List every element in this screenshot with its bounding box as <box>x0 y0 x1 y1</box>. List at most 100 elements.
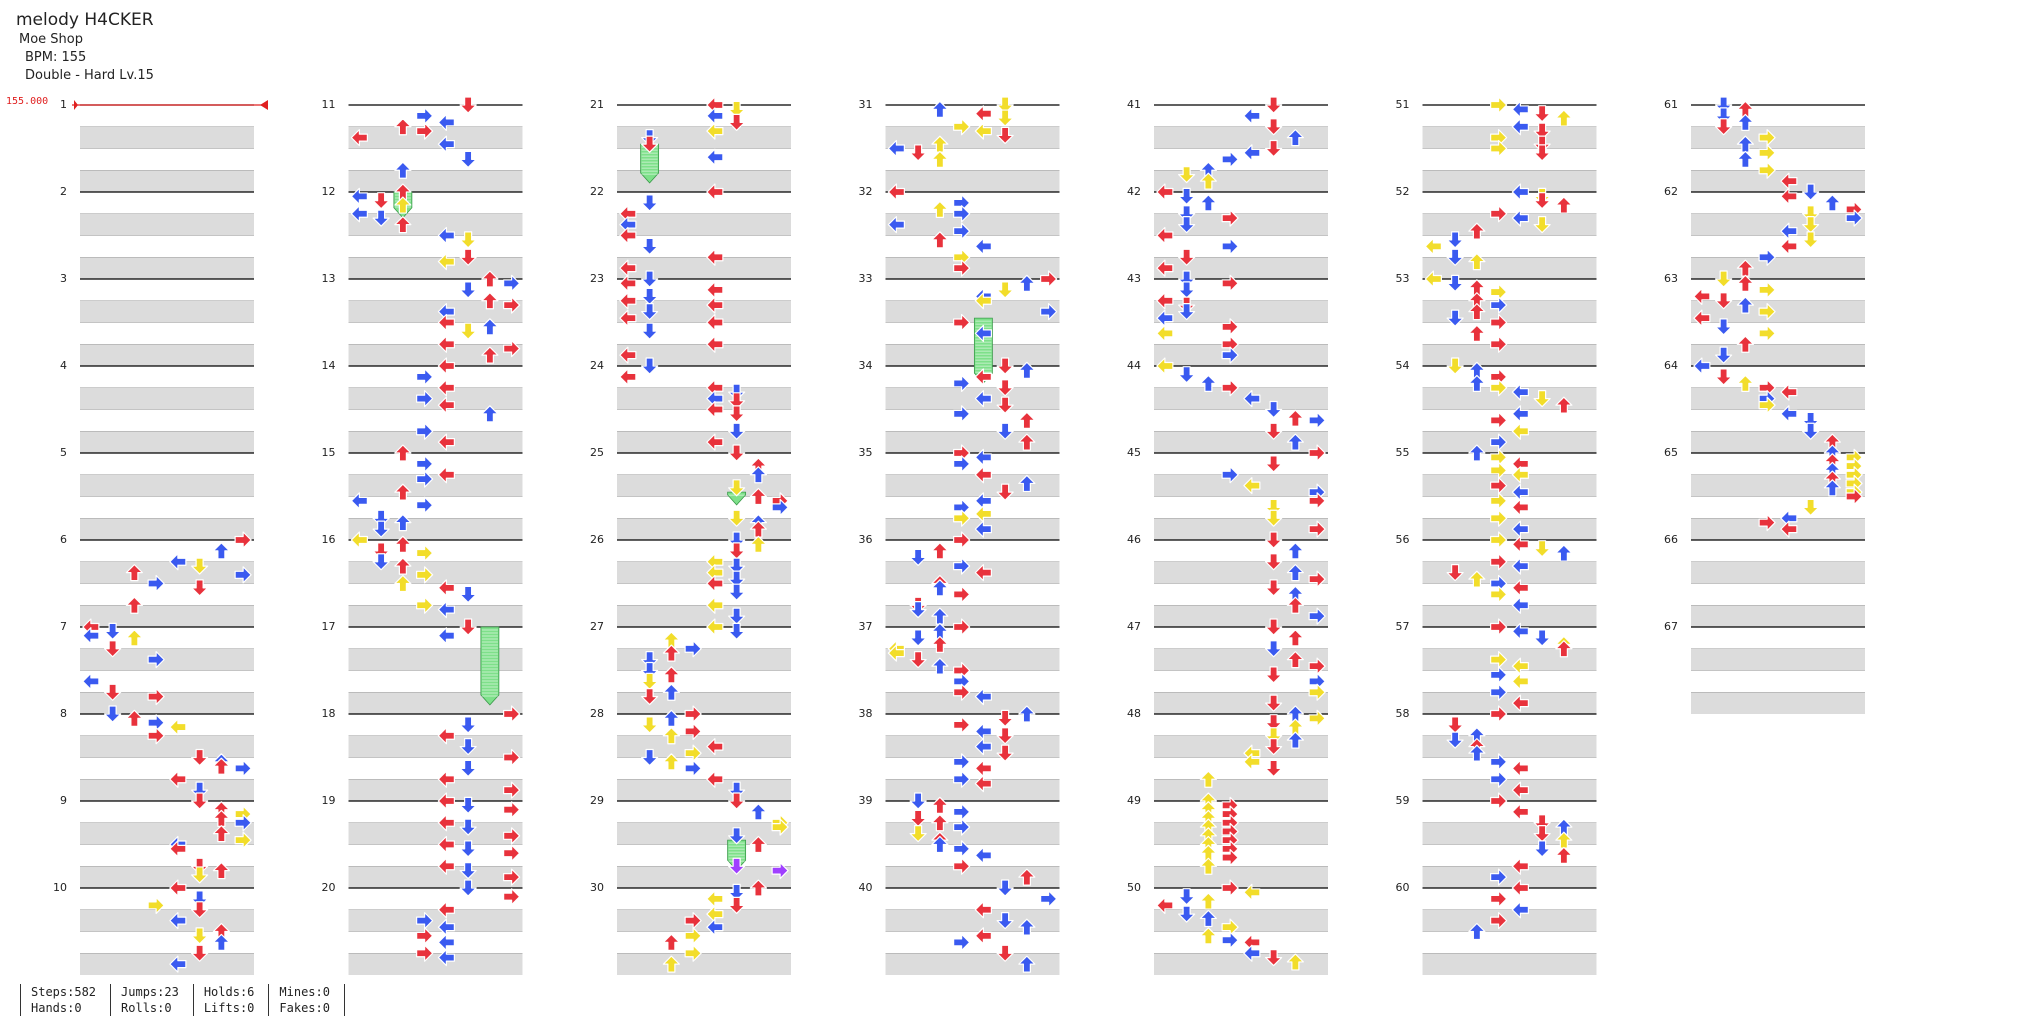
arrow-down-icon <box>1533 390 1551 408</box>
arrow-down-icon <box>1178 888 1196 906</box>
measure-number: 41 <box>1127 98 1141 111</box>
measure-65: 65 <box>1664 446 1865 540</box>
arrow-up-icon <box>481 346 499 364</box>
arrow-up-icon <box>212 542 230 560</box>
arrow-up-icon <box>1555 109 1573 127</box>
arrow-down-icon <box>996 396 1014 414</box>
arrow-right-icon <box>1221 346 1239 364</box>
beat-stripe <box>1422 605 1597 627</box>
measure-37: 37 <box>859 620 1060 714</box>
measure-22: 22 <box>590 185 791 279</box>
measure-number: 55 <box>1396 446 1410 459</box>
arrow-down-icon <box>1265 400 1283 419</box>
arrow-right-icon <box>953 509 971 527</box>
arrow-down-icon <box>996 109 1014 127</box>
measure-23: 23 <box>590 272 791 366</box>
beat-stripe <box>348 518 523 540</box>
arrow-down-icon <box>104 705 122 723</box>
arrow-up-icon <box>662 933 680 951</box>
beat-stripe <box>885 953 1060 975</box>
beat-stripe <box>885 866 1060 888</box>
arrow-up-icon <box>394 196 412 214</box>
arrow-down-icon <box>641 237 659 255</box>
arrow-right-icon <box>1308 709 1326 727</box>
beat-stripe <box>885 692 1060 714</box>
arrow-up-icon <box>662 955 680 973</box>
arrow-right-icon <box>1221 318 1239 336</box>
arrow-down-icon <box>641 357 659 375</box>
arrow-down-icon <box>728 896 746 915</box>
arrow-up-icon <box>1468 374 1486 392</box>
arrow-right-icon <box>1490 912 1508 930</box>
hold-note <box>480 626 500 706</box>
arrow-down-icon <box>996 357 1014 375</box>
bpm-arrow-icon <box>260 100 268 110</box>
measure-number: 18 <box>322 707 336 720</box>
arrow-left-icon <box>1156 226 1174 245</box>
arrow-down-icon <box>728 479 746 497</box>
beat-stripe <box>348 648 523 671</box>
arrow-right-icon <box>1490 666 1508 684</box>
measure-67: 67 <box>1664 620 1865 714</box>
arrow-up-icon <box>1468 324 1486 342</box>
arrow-down-icon <box>372 553 390 571</box>
measure-number: 66 <box>1664 533 1678 546</box>
arrow-up-icon <box>212 825 230 843</box>
arrow-up-icon <box>1018 705 1036 723</box>
measure-number: 24 <box>590 359 604 372</box>
measure-number: 67 <box>1664 620 1678 633</box>
arrow-left-icon <box>437 770 455 788</box>
arrow-down-icon <box>1533 144 1551 162</box>
measure-number: 15 <box>322 446 336 459</box>
arrow-up-icon <box>1199 892 1217 910</box>
arrow-right-icon <box>416 107 434 125</box>
arrow-left-icon <box>437 466 455 484</box>
arrow-right-icon <box>1490 296 1508 314</box>
arrow-down-icon <box>459 585 477 603</box>
arrow-left-icon <box>706 281 724 299</box>
arrow-left-icon <box>974 927 992 945</box>
measure-10: 10 <box>53 881 254 975</box>
beat-stripe <box>80 518 254 540</box>
beat-stripe <box>1154 909 1328 932</box>
arrow-right-icon <box>1490 411 1508 429</box>
beat-stripe <box>885 431 1060 453</box>
measure-number: 19 <box>322 794 336 807</box>
arrow-left-icon <box>619 274 637 292</box>
arrow-left-icon <box>1511 535 1529 553</box>
arrow-left-icon <box>169 840 187 858</box>
arrow-right-icon <box>953 585 971 603</box>
beat-stripe <box>348 126 523 149</box>
arrow-right-icon <box>1490 139 1508 158</box>
stat-hands: Hands:0 <box>31 1001 82 1015</box>
arrow-down-icon <box>728 883 746 901</box>
arrow-right-icon <box>1758 513 1776 532</box>
arrow-left-icon <box>974 520 992 538</box>
arrow-left-icon <box>1243 753 1261 771</box>
arrow-right-icon <box>503 781 521 799</box>
measure-3: 3 <box>60 272 254 366</box>
beat-stripe <box>885 257 1060 279</box>
arrow-up-icon <box>212 861 230 880</box>
measure-5: 5 <box>60 446 254 540</box>
beat-stripe <box>80 605 254 627</box>
arrow-left-icon <box>1511 579 1529 597</box>
arrow-right-icon <box>684 640 702 658</box>
arrow-left-icon <box>169 955 187 973</box>
beat-stripe <box>80 561 254 584</box>
arrow-left-icon <box>437 814 455 832</box>
arrow-left-icon <box>1511 422 1529 440</box>
beat-stripe <box>1422 909 1597 932</box>
beat-stripe <box>617 344 791 366</box>
bpm-tick-icon <box>74 100 78 110</box>
beat-stripe <box>1154 387 1328 410</box>
arrow-left-icon <box>437 433 455 451</box>
arrow-up-icon <box>1468 570 1486 588</box>
measure-number: 26 <box>590 533 604 546</box>
arrow-right-icon <box>953 374 971 392</box>
arrow-up-icon <box>1736 150 1754 168</box>
beat-stripe <box>1422 648 1597 671</box>
arrow-left-icon <box>1243 477 1261 495</box>
stat-rolls: Rolls:0 <box>121 1001 172 1015</box>
beat-stripe <box>885 561 1060 584</box>
